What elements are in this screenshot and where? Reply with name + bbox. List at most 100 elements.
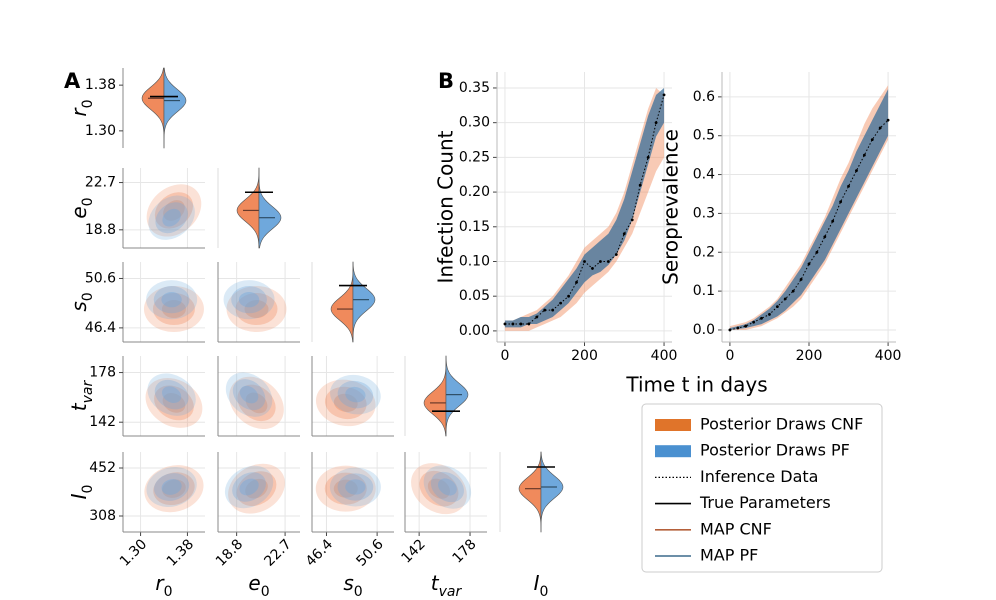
x-tick-label: 400 <box>651 348 678 364</box>
data-point <box>559 301 563 305</box>
data-point <box>662 93 666 97</box>
label-base: t <box>67 402 91 411</box>
density-pf <box>430 471 464 503</box>
density-cnf <box>333 393 358 413</box>
density-pf <box>232 472 266 502</box>
y-tick-label: 178 <box>89 365 116 381</box>
x-tick-label: 50.6 <box>353 536 386 569</box>
legend-label: Inference Data <box>700 467 818 486</box>
y-tick-label: 452 <box>89 460 116 476</box>
axis-label: r0 <box>67 99 97 116</box>
y-axis-label: Infection Count <box>434 130 458 283</box>
label-base: t <box>431 571 440 595</box>
density-cnf <box>161 300 186 319</box>
density-cnf <box>162 393 186 413</box>
density-pf <box>231 286 267 314</box>
violin-cnf <box>330 261 354 343</box>
data-point <box>622 232 626 236</box>
label-sub: var <box>80 380 96 404</box>
data-point <box>855 169 858 173</box>
label-sub: 0 <box>261 584 270 600</box>
data-point <box>878 126 882 130</box>
axis-label: tvar <box>431 571 463 600</box>
posterior-band <box>504 87 665 328</box>
density-pf <box>154 473 190 501</box>
data-point <box>783 297 787 301</box>
x-tick-label: 0 <box>725 348 734 364</box>
data-point <box>599 260 602 263</box>
y-tick-label: 22.7 <box>85 175 116 191</box>
x-tick-label: 18.8 <box>213 536 246 569</box>
y-tick-label: 0.1 <box>693 283 715 299</box>
violin-cnf <box>518 451 542 533</box>
density-cnf <box>245 478 268 499</box>
data-point <box>567 294 570 298</box>
density-pf <box>239 385 259 404</box>
density-cnf <box>144 465 204 513</box>
density-cnf <box>145 377 203 428</box>
axis-label: s0 <box>67 292 97 311</box>
data-point <box>870 138 874 141</box>
density-cnf <box>315 379 376 427</box>
label-sub: 0 <box>164 584 173 600</box>
density-pf <box>146 466 197 508</box>
label-sub: 0 <box>539 584 548 600</box>
density-cnf <box>324 472 367 505</box>
data-point <box>638 183 642 187</box>
x-tick-label: 1.38 <box>164 536 197 569</box>
legend-label: MAP PF <box>700 546 758 565</box>
density-cnf <box>226 286 287 333</box>
density-pf <box>224 465 274 509</box>
x-tick-label: 142 <box>399 536 429 566</box>
y-tick-label: 0.25 <box>459 149 490 165</box>
density-cnf <box>244 300 269 319</box>
density-pf <box>337 380 374 409</box>
data-point <box>736 326 740 330</box>
y-tick-label: 0.0 <box>693 322 715 338</box>
data-point <box>614 253 618 256</box>
axis-label: tvar <box>67 380 97 412</box>
x-tick-label: 200 <box>571 348 598 364</box>
data-point <box>799 278 803 281</box>
legend-label: True Parameters <box>699 493 831 512</box>
density-pf <box>423 465 472 509</box>
data-point <box>606 260 610 263</box>
panel-label: A <box>64 69 81 93</box>
data-point <box>760 316 763 320</box>
y-tick-label: 0.4 <box>693 167 715 183</box>
data-line <box>729 119 889 331</box>
y-tick-label: 0.5 <box>693 128 715 144</box>
label-base: I <box>67 493 91 499</box>
label-base: s <box>343 571 353 595</box>
x-tick-label: 200 <box>796 348 823 364</box>
density-pf <box>154 379 189 410</box>
density-pf <box>147 373 196 416</box>
data-point <box>791 289 795 293</box>
density-pf <box>329 467 381 507</box>
y-tick-label: 0.2 <box>693 244 715 260</box>
y-tick-label: 0.20 <box>459 184 490 200</box>
label-base: r <box>67 107 91 117</box>
density-pf <box>437 478 457 496</box>
density-cnf <box>228 463 285 514</box>
legend-label: Posterior Draws PF <box>700 441 850 460</box>
y-tick-label: 0.6 <box>693 89 715 105</box>
density-cnf <box>236 471 277 507</box>
x-tick-label: 1.30 <box>117 536 150 569</box>
data-point <box>752 320 756 324</box>
data-point <box>839 200 843 204</box>
axis-label: r0 <box>155 571 172 600</box>
data-point <box>583 260 586 263</box>
density-cnf <box>143 286 204 333</box>
violin-pf <box>258 167 282 249</box>
density-pf <box>148 195 195 240</box>
panel-label: B <box>438 69 454 93</box>
y-tick-label: 0.35 <box>459 80 490 96</box>
density-pf <box>232 379 266 411</box>
density-pf <box>238 291 260 308</box>
data-point <box>815 250 819 254</box>
density-cnf <box>333 479 358 498</box>
violin-pf <box>445 355 469 437</box>
label-sub: 0 <box>80 485 96 494</box>
